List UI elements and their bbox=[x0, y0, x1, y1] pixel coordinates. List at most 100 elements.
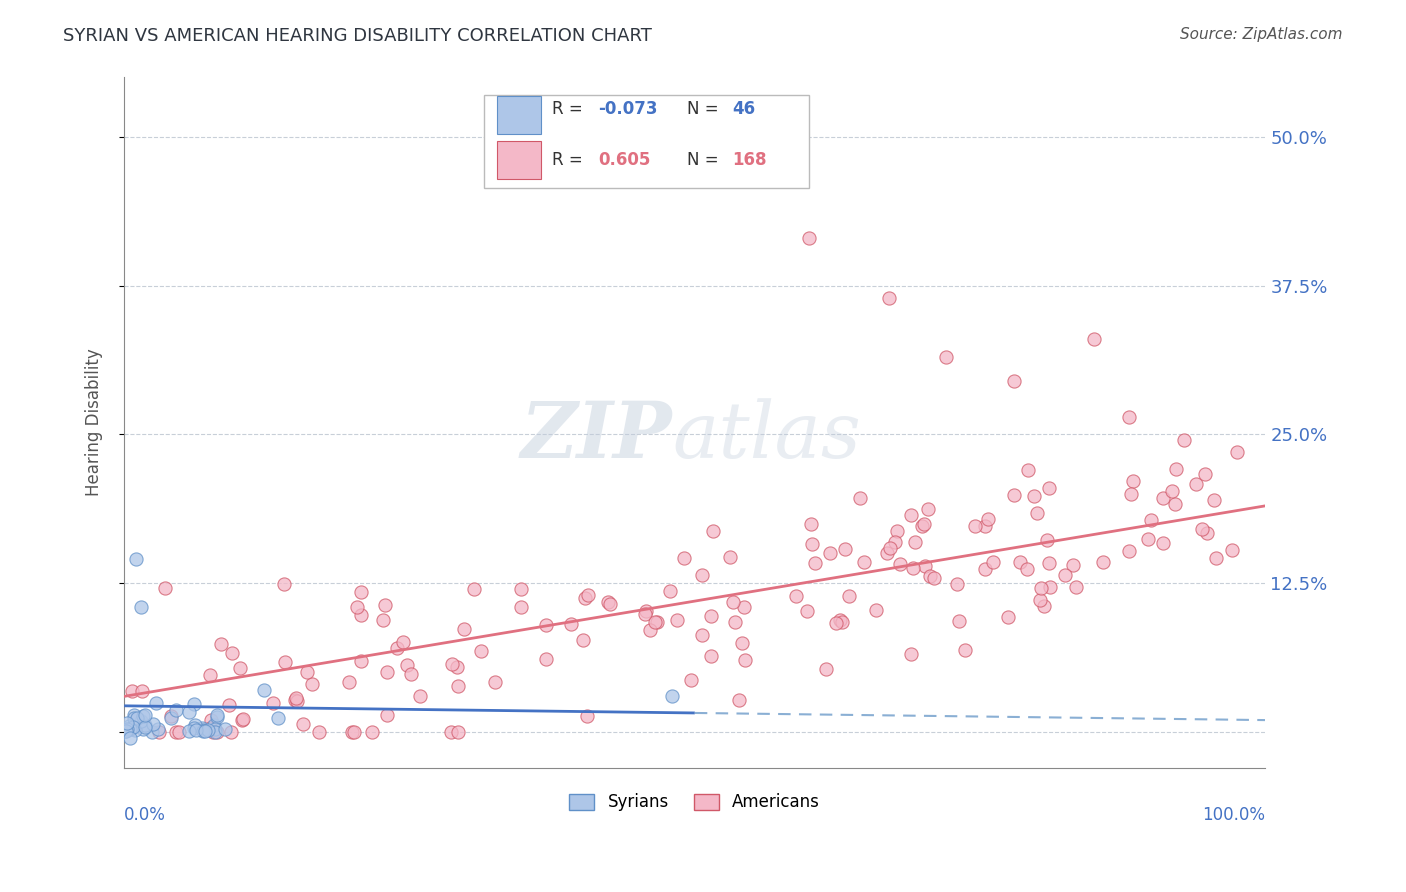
Point bbox=[598, 595, 620, 609]
Point bbox=[731, 636, 754, 650]
Point bbox=[121, 683, 143, 698]
Point bbox=[177, 706, 200, 720]
Point bbox=[510, 582, 533, 596]
Point bbox=[375, 665, 398, 679]
Point bbox=[115, 724, 138, 739]
Point bbox=[634, 607, 657, 621]
Point bbox=[446, 660, 468, 674]
Point bbox=[165, 704, 187, 718]
Point bbox=[1083, 332, 1105, 346]
Point bbox=[184, 718, 207, 732]
Point bbox=[1122, 475, 1144, 489]
Point bbox=[1118, 409, 1140, 424]
Point bbox=[848, 491, 870, 506]
Point bbox=[879, 541, 901, 555]
Point bbox=[202, 717, 225, 731]
Point bbox=[699, 648, 721, 663]
Point bbox=[274, 655, 297, 669]
Point bbox=[1029, 593, 1052, 607]
Point bbox=[184, 723, 207, 737]
Point bbox=[672, 551, 695, 566]
Text: SYRIAN VS AMERICAN HEARING DISABILITY CORRELATION CHART: SYRIAN VS AMERICAN HEARING DISABILITY CO… bbox=[63, 27, 652, 45]
Point bbox=[453, 622, 475, 636]
Point bbox=[117, 719, 139, 733]
Point bbox=[267, 710, 290, 724]
Point bbox=[700, 608, 723, 623]
Y-axis label: Hearing Disability: Hearing Disability bbox=[86, 349, 103, 497]
Point bbox=[285, 690, 308, 705]
Point bbox=[734, 652, 756, 666]
Point bbox=[132, 722, 155, 736]
Point bbox=[183, 721, 205, 735]
Point bbox=[179, 723, 201, 738]
Point bbox=[340, 725, 363, 739]
Point bbox=[191, 721, 214, 735]
Point bbox=[912, 517, 935, 532]
Point bbox=[876, 546, 898, 560]
Point bbox=[145, 696, 167, 710]
Point bbox=[911, 519, 934, 533]
Point bbox=[917, 502, 939, 516]
Point bbox=[1152, 535, 1174, 549]
Point bbox=[800, 516, 823, 531]
Point bbox=[904, 534, 927, 549]
Point bbox=[796, 604, 818, 618]
Point bbox=[229, 661, 252, 675]
Point bbox=[193, 723, 215, 738]
Text: 46: 46 bbox=[733, 100, 755, 118]
Point bbox=[361, 725, 384, 739]
Text: 0.0%: 0.0% bbox=[124, 805, 166, 823]
Point bbox=[877, 291, 900, 305]
Point bbox=[385, 640, 408, 655]
Point bbox=[901, 561, 924, 575]
Point bbox=[1118, 544, 1140, 558]
Text: N =: N = bbox=[686, 100, 724, 118]
Point bbox=[571, 632, 593, 647]
FancyBboxPatch shape bbox=[498, 141, 541, 178]
Point bbox=[200, 713, 222, 727]
Point bbox=[124, 711, 146, 725]
Point bbox=[124, 723, 146, 737]
Point bbox=[122, 707, 145, 722]
Point bbox=[1202, 493, 1225, 508]
Point bbox=[1197, 526, 1219, 541]
Point bbox=[470, 644, 492, 658]
Point bbox=[194, 724, 217, 739]
Point bbox=[785, 589, 807, 603]
Point bbox=[659, 584, 682, 599]
Point bbox=[1184, 477, 1206, 491]
Point bbox=[1066, 580, 1088, 594]
Point bbox=[232, 713, 254, 727]
Point bbox=[574, 591, 596, 605]
Point bbox=[645, 615, 668, 629]
Text: 168: 168 bbox=[733, 151, 768, 169]
Point bbox=[834, 542, 856, 557]
Point bbox=[724, 615, 747, 629]
Point bbox=[160, 709, 183, 723]
Point bbox=[1017, 463, 1039, 477]
Point bbox=[124, 552, 146, 566]
Point bbox=[914, 559, 936, 574]
Point bbox=[838, 589, 860, 603]
Point bbox=[198, 668, 221, 682]
Point bbox=[221, 647, 243, 661]
Point bbox=[886, 524, 908, 539]
Point bbox=[884, 535, 907, 549]
Point bbox=[1205, 551, 1227, 566]
Point bbox=[727, 692, 749, 706]
Point bbox=[1226, 444, 1249, 458]
Point bbox=[1152, 491, 1174, 506]
Point bbox=[1022, 489, 1045, 503]
Text: R =: R = bbox=[553, 100, 588, 118]
Point bbox=[134, 720, 156, 734]
Point bbox=[1029, 581, 1052, 595]
Point bbox=[638, 623, 661, 637]
Point bbox=[889, 557, 911, 571]
Text: 100.0%: 100.0% bbox=[1202, 805, 1265, 823]
Point bbox=[399, 667, 422, 681]
Point bbox=[440, 725, 463, 739]
Point bbox=[801, 537, 824, 551]
Point bbox=[1191, 522, 1213, 536]
Point bbox=[262, 696, 284, 710]
Point bbox=[183, 697, 205, 711]
